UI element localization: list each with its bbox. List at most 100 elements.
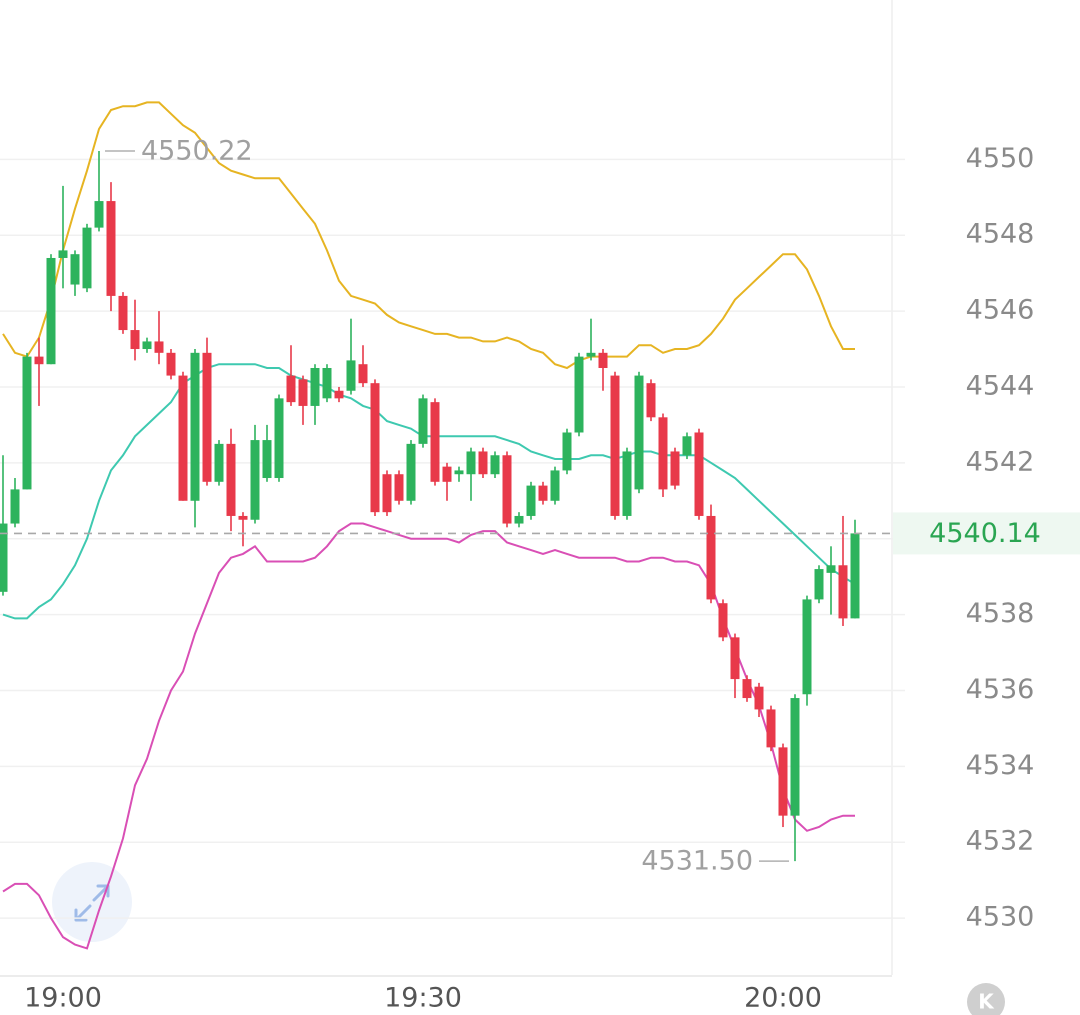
candle-body — [742, 679, 752, 699]
candle-body — [442, 466, 452, 482]
candle-body — [466, 451, 476, 475]
candle-body — [670, 451, 680, 486]
candle-body — [202, 352, 212, 482]
candle-body — [118, 295, 128, 331]
expand-icon — [74, 884, 110, 922]
candle-body — [778, 747, 788, 816]
y-tick-label: 4532 — [966, 826, 1035, 857]
candle-body — [802, 599, 812, 695]
candle-body — [334, 390, 344, 399]
candle-body — [262, 440, 272, 479]
candle-body — [250, 440, 260, 520]
candle-body — [178, 375, 188, 501]
candle-body — [730, 637, 740, 680]
y-tick-label: 4546 — [966, 295, 1035, 326]
kline-button[interactable]: K — [967, 983, 1005, 1015]
candle-body — [766, 709, 776, 748]
expand-button[interactable] — [52, 862, 132, 942]
candle-body — [142, 341, 152, 350]
candle-body — [694, 432, 704, 516]
y-tick-label: 4550 — [966, 143, 1035, 174]
candle-body — [646, 383, 656, 418]
candle-body — [790, 698, 800, 816]
candle-body — [94, 201, 104, 228]
y-tick-label: 4536 — [966, 674, 1035, 705]
candle-body — [82, 227, 92, 289]
candle-body — [274, 398, 284, 479]
candle-body — [598, 352, 608, 368]
x-tick-label: 19:00 — [24, 983, 102, 1014]
candle-body — [754, 686, 764, 710]
last-price-label: 4540.14 — [929, 518, 1041, 549]
candle-body — [574, 356, 584, 433]
kline-button-label: K — [978, 990, 995, 1014]
candles — [0, 150, 860, 862]
candle-body — [622, 451, 632, 516]
candle-body — [358, 364, 368, 384]
candle-body — [490, 455, 500, 475]
candle-body — [538, 485, 548, 501]
candle-body — [226, 443, 236, 516]
candle-body — [394, 474, 404, 501]
candle-body — [418, 398, 428, 444]
candle-body — [550, 470, 560, 501]
candle-body — [838, 565, 848, 619]
candle-body — [706, 515, 716, 600]
candle-body — [634, 375, 644, 490]
last-price-bg — [893, 512, 1080, 555]
band-line — [2, 363, 856, 620]
y-tick-label: 4530 — [966, 902, 1035, 933]
candle-body — [718, 603, 728, 638]
candle-body — [46, 257, 56, 365]
candle-body — [610, 375, 620, 516]
candle-body — [382, 474, 392, 513]
candle-body — [106, 201, 116, 296]
candle-body — [850, 533, 860, 619]
candle-body — [22, 356, 32, 490]
candle-body — [478, 451, 488, 475]
y-tick-label: 4538 — [966, 598, 1035, 629]
candle-body — [214, 443, 224, 482]
candle-body — [370, 383, 380, 513]
candle-body — [562, 432, 572, 471]
candle-body — [310, 367, 320, 406]
expand-button-bg — [52, 862, 132, 942]
y-tick-label: 4542 — [966, 446, 1035, 477]
y-tick-label: 4544 — [966, 370, 1035, 401]
candle-body — [286, 375, 296, 403]
candle-body — [526, 485, 536, 516]
candle-body — [190, 352, 200, 501]
candle-body — [814, 569, 824, 600]
candle-body — [502, 455, 512, 524]
candle-body — [58, 250, 68, 258]
candle-body — [34, 356, 44, 365]
candle-body — [682, 436, 692, 456]
kline-button-bg — [967, 983, 1005, 1015]
y-tick-label: 4548 — [966, 219, 1035, 250]
candle-body — [70, 254, 80, 285]
candle-body — [430, 402, 440, 482]
candle-body — [454, 470, 464, 475]
candle-body — [10, 489, 20, 524]
x-tick-label: 20:00 — [744, 983, 822, 1014]
x-tick-label: 19:30 — [384, 983, 462, 1014]
candle-body — [322, 367, 332, 399]
band-line — [2, 101, 855, 370]
candle-body — [154, 341, 164, 353]
candle-body — [586, 352, 596, 357]
candle-body — [658, 417, 668, 490]
candle-body — [0, 523, 8, 592]
candle-body — [346, 360, 356, 391]
candle-body — [514, 515, 524, 524]
candle-body — [406, 443, 416, 501]
candle-body — [238, 515, 248, 520]
candle-body — [166, 352, 176, 376]
low-label: 4531.50 — [641, 846, 753, 877]
candle-body — [130, 330, 140, 350]
candle-body — [826, 565, 836, 573]
high-label: 4550.22 — [141, 135, 253, 166]
y-tick-label: 4534 — [966, 750, 1035, 781]
candle-body — [298, 379, 308, 406]
